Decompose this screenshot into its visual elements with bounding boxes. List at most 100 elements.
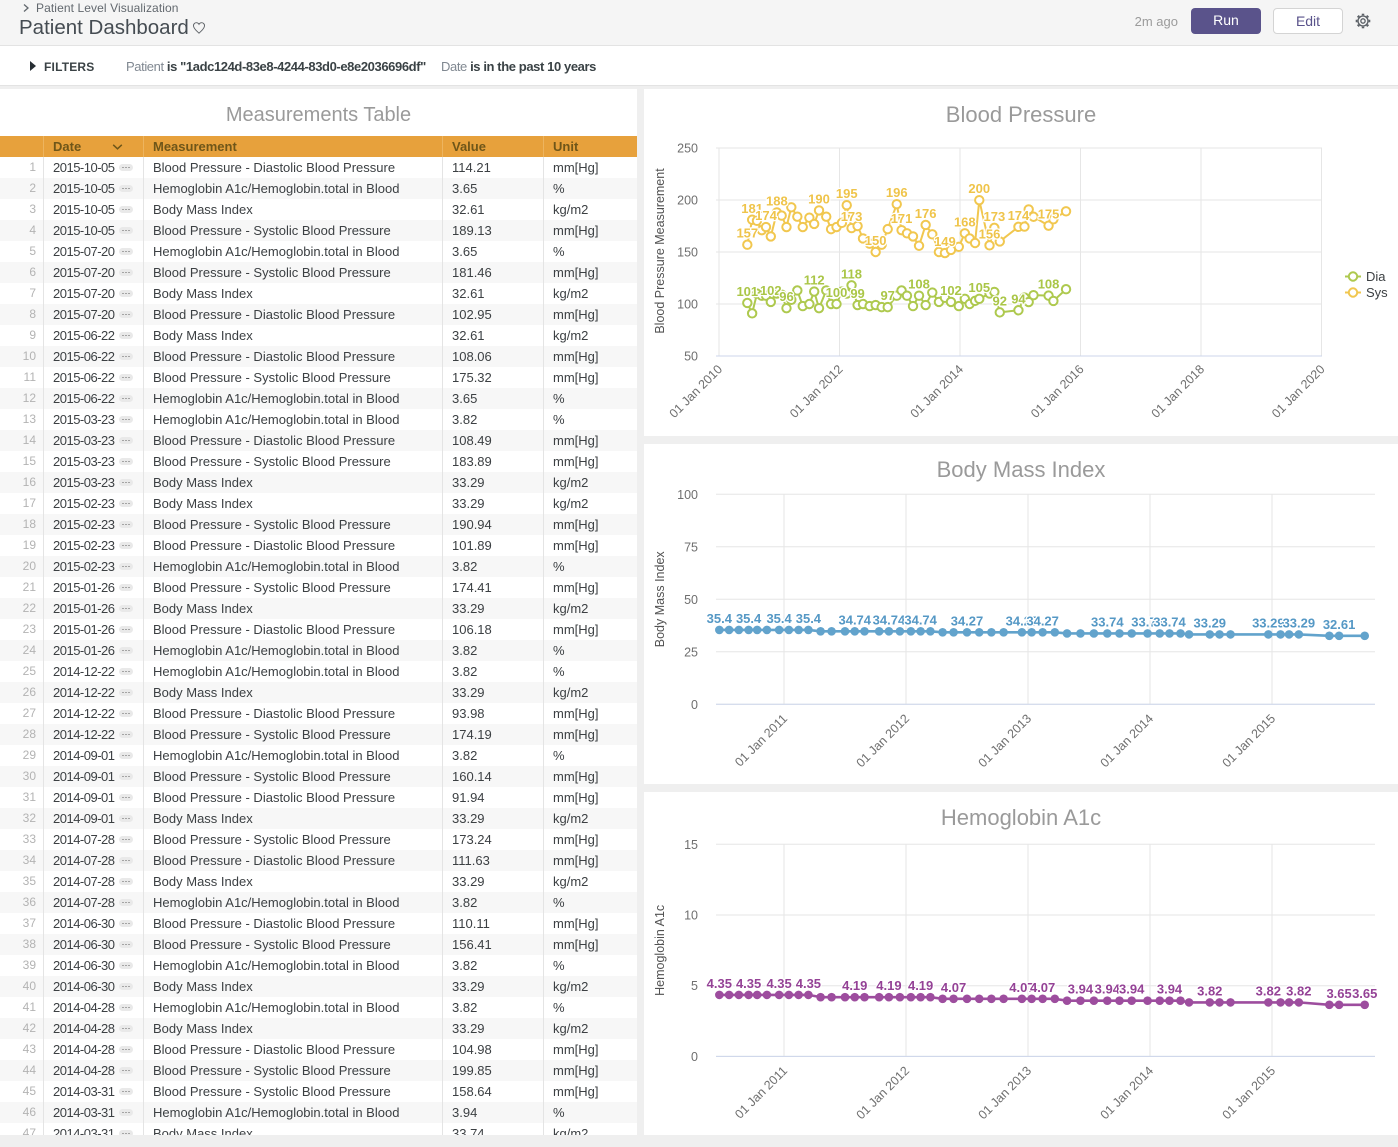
svg-text:3.94: 3.94: [1095, 982, 1121, 997]
svg-text:200: 200: [677, 194, 698, 208]
svg-text:01 Jan 2015: 01 Jan 2015: [1220, 711, 1279, 770]
svg-text:188: 188: [766, 193, 788, 208]
svg-text:92: 92: [993, 293, 1007, 308]
svg-text:174: 174: [1008, 208, 1030, 223]
svg-text:176: 176: [915, 206, 937, 221]
svg-text:33.74: 33.74: [1153, 614, 1186, 629]
svg-text:25: 25: [684, 645, 698, 659]
svg-text:33.29: 33.29: [1194, 615, 1227, 630]
svg-text:3.82: 3.82: [1197, 983, 1222, 998]
svg-text:112: 112: [804, 273, 825, 288]
svg-text:174: 174: [755, 208, 777, 223]
svg-text:Hemoglobin A1c: Hemoglobin A1c: [941, 805, 1101, 830]
svg-text:4.07: 4.07: [941, 980, 966, 995]
svg-text:0: 0: [691, 698, 698, 712]
svg-text:50: 50: [684, 593, 698, 607]
svg-text:99: 99: [850, 286, 864, 301]
svg-text:173: 173: [841, 209, 863, 224]
svg-text:96: 96: [779, 289, 793, 304]
svg-text:34.27: 34.27: [1026, 613, 1059, 628]
svg-text:01 Jan 2012: 01 Jan 2012: [787, 362, 846, 421]
svg-text:4.07: 4.07: [1009, 980, 1034, 995]
svg-text:173: 173: [983, 209, 1005, 224]
svg-text:5: 5: [691, 979, 698, 993]
svg-text:175: 175: [1038, 207, 1060, 222]
svg-text:33.74: 33.74: [1091, 614, 1124, 629]
svg-text:Hemoglobin A1c: Hemoglobin A1c: [653, 905, 667, 996]
svg-text:4.07: 4.07: [1030, 980, 1055, 995]
svg-text:32.61: 32.61: [1323, 617, 1356, 632]
svg-text:250: 250: [677, 142, 698, 156]
svg-text:01 Jan 2012: 01 Jan 2012: [854, 711, 913, 770]
svg-text:195: 195: [836, 186, 858, 201]
svg-text:100: 100: [826, 285, 848, 300]
svg-text:35.4: 35.4: [796, 611, 822, 626]
svg-text:3.65: 3.65: [1326, 986, 1351, 1001]
svg-text:01 Jan 2015: 01 Jan 2015: [1220, 1064, 1279, 1123]
svg-text:168: 168: [954, 214, 976, 229]
svg-text:33.74: 33.74: [1131, 614, 1164, 629]
svg-text:34.27: 34.27: [951, 613, 984, 628]
svg-text:4.19: 4.19: [908, 978, 933, 993]
svg-text:3.94: 3.94: [1157, 982, 1183, 997]
svg-text:34.27: 34.27: [1006, 613, 1039, 628]
svg-text:4.19: 4.19: [842, 978, 867, 993]
svg-text:01 Jan 2010: 01 Jan 2010: [667, 362, 726, 421]
svg-text:118: 118: [841, 266, 862, 281]
svg-text:149: 149: [934, 234, 956, 249]
svg-text:108: 108: [908, 277, 930, 292]
svg-text:102: 102: [760, 283, 782, 298]
svg-text:3.94: 3.94: [1119, 982, 1145, 997]
svg-text:33.29: 33.29: [1252, 615, 1285, 630]
svg-text:100: 100: [677, 488, 698, 502]
svg-text:34.74: 34.74: [838, 612, 871, 627]
svg-text:108: 108: [1038, 277, 1060, 292]
svg-text:33.29: 33.29: [1283, 615, 1316, 630]
svg-text:01 Jan 2020: 01 Jan 2020: [1269, 362, 1328, 421]
svg-text:157: 157: [736, 226, 758, 241]
svg-text:102: 102: [940, 283, 962, 298]
svg-text:15: 15: [684, 838, 698, 852]
svg-text:Blood Pressure: Blood Pressure: [946, 102, 1096, 127]
svg-text:01 Jan 2011: 01 Jan 2011: [732, 1064, 790, 1122]
svg-text:4.35: 4.35: [736, 976, 761, 991]
svg-text:01 Jan 2016: 01 Jan 2016: [1028, 362, 1087, 421]
svg-text:4.35: 4.35: [707, 976, 732, 991]
svg-text:35.4: 35.4: [766, 611, 792, 626]
svg-text:01 Jan 2018: 01 Jan 2018: [1149, 362, 1208, 421]
svg-text:34.74: 34.74: [904, 612, 937, 627]
svg-text:3.82: 3.82: [1286, 983, 1311, 998]
svg-text:190: 190: [808, 191, 830, 206]
svg-text:3.94: 3.94: [1068, 982, 1094, 997]
svg-text:97: 97: [880, 288, 894, 303]
svg-text:4.35: 4.35: [766, 976, 791, 991]
svg-text:100: 100: [677, 298, 698, 312]
svg-text:200: 200: [968, 181, 990, 196]
svg-text:01 Jan 2014: 01 Jan 2014: [1098, 711, 1157, 770]
svg-text:181: 181: [741, 201, 763, 216]
svg-text:35.4: 35.4: [707, 611, 733, 626]
svg-text:Blood Pressure Measurement: Blood Pressure Measurement: [653, 168, 667, 334]
svg-text:94: 94: [1011, 291, 1026, 306]
svg-text:01 Jan 2012: 01 Jan 2012: [854, 1064, 913, 1123]
svg-text:4.35: 4.35: [796, 976, 821, 991]
svg-text:196: 196: [886, 185, 908, 200]
svg-text:34.74: 34.74: [873, 612, 906, 627]
svg-text:Sys: Sys: [1366, 285, 1388, 300]
svg-text:01 Jan 2013: 01 Jan 2013: [976, 1064, 1035, 1123]
svg-text:01 Jan 2011: 01 Jan 2011: [732, 711, 790, 769]
svg-text:35.4: 35.4: [736, 611, 762, 626]
svg-text:75: 75: [684, 540, 698, 554]
svg-text:10: 10: [684, 909, 698, 923]
svg-text:01 Jan 2014: 01 Jan 2014: [908, 362, 967, 421]
svg-text:3.65: 3.65: [1352, 986, 1377, 1001]
svg-text:Body Mass Index: Body Mass Index: [937, 457, 1106, 482]
svg-text:101: 101: [736, 284, 758, 299]
svg-text:01 Jan 2013: 01 Jan 2013: [976, 711, 1035, 770]
svg-text:105: 105: [968, 280, 990, 295]
svg-text:0: 0: [691, 1050, 698, 1064]
svg-text:50: 50: [684, 350, 698, 364]
svg-text:Dia: Dia: [1366, 269, 1386, 284]
svg-text:156: 156: [979, 226, 1001, 241]
svg-text:3.82: 3.82: [1256, 983, 1281, 998]
